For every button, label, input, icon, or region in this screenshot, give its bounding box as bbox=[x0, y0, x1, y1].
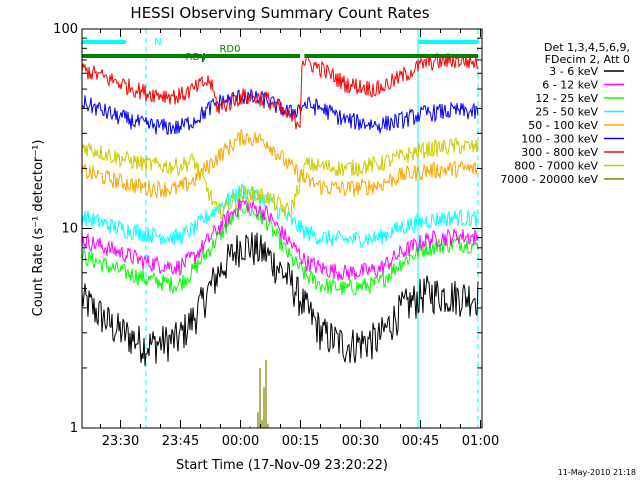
series-line-3to6kev bbox=[81, 232, 479, 366]
annotation-label-rd4: RD4 bbox=[185, 52, 206, 63]
series-line-25to50kev bbox=[81, 183, 479, 249]
x-tick-label: 01:00 bbox=[462, 434, 499, 449]
series-line-12to25kev bbox=[81, 198, 479, 296]
x-axis: 23:30 23:45 00:00 00:15 00:30 00:45 01:00 bbox=[100, 29, 499, 449]
x-tick-label: 23:45 bbox=[162, 434, 199, 449]
legend-label: 12 - 25 keV bbox=[535, 92, 598, 105]
legend-label: 3 - 6 keV bbox=[549, 65, 598, 78]
y-axis-label: Count Rate (s⁻¹ detector⁻¹) bbox=[31, 140, 46, 317]
x-tick-label: 00:00 bbox=[222, 434, 259, 449]
series-line-800to7000kev bbox=[81, 136, 479, 220]
legend-label: 6 - 12 keV bbox=[542, 79, 598, 92]
legend-label: 300 - 800 keV bbox=[521, 146, 598, 159]
series-line-6to12kev bbox=[81, 197, 479, 282]
legend-header-line-1: Det 1,3,4,5,6,9, bbox=[544, 41, 630, 54]
series-line-7000to20000kev bbox=[249, 359, 269, 428]
x-tick-label: 00:45 bbox=[402, 434, 439, 449]
date-stamp: 11-May-2010 21:18 bbox=[558, 468, 636, 477]
legend: Det 1,3,4,5,6,9, FDecim 2, Att 0 3 - 6 k… bbox=[500, 41, 630, 186]
series-line-300to800kev bbox=[81, 52, 479, 130]
y-tick-label: 100 bbox=[53, 22, 78, 37]
legend-label: 7000 - 20000 keV bbox=[500, 173, 598, 186]
legend-label: 100 - 300 keV bbox=[521, 133, 598, 146]
annotation-label-n: N bbox=[154, 37, 161, 48]
y-tick-label: 1 bbox=[70, 421, 78, 436]
x-tick-label: 23:30 bbox=[102, 434, 139, 449]
chart-title: HESSI Observing Summary Count Rates bbox=[130, 4, 429, 22]
legend-label: 25 - 50 keV bbox=[535, 106, 598, 119]
y-tick-label: 10 bbox=[61, 222, 78, 237]
annotation-label-rd0: RD0 bbox=[219, 44, 240, 55]
legend-label: 50 - 100 keV bbox=[528, 119, 598, 132]
series-line-100to300kev bbox=[81, 88, 479, 136]
plot-area: N RD0 RD4 bbox=[81, 29, 479, 428]
x-tick-label: 00:15 bbox=[282, 434, 319, 449]
y-axis: 1 10 100 bbox=[53, 22, 482, 436]
legend-label: 800 - 7000 keV bbox=[514, 160, 598, 173]
legend-header-line-2: FDecim 2, Att 0 bbox=[545, 53, 630, 66]
x-axis-label: Start Time (17-Nov-09 23:20:22) bbox=[176, 458, 388, 473]
series-line-50to100kev bbox=[81, 128, 479, 200]
x-tick-label: 00:30 bbox=[342, 434, 379, 449]
